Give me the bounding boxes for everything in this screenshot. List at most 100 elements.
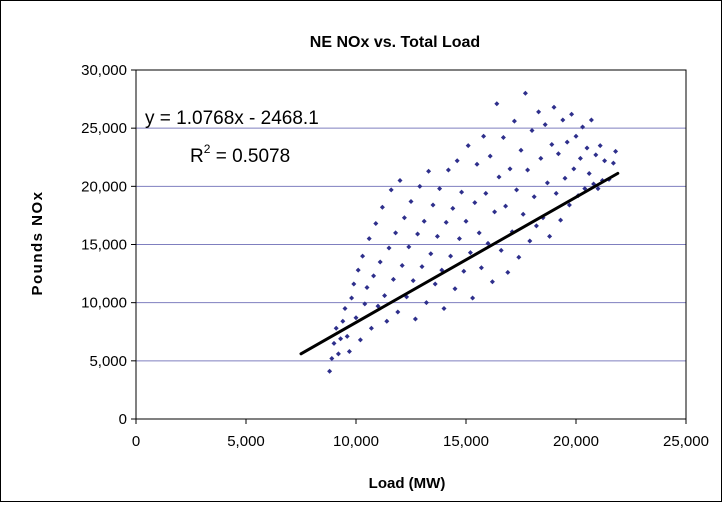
data-point — [481, 133, 487, 139]
data-point — [489, 279, 495, 285]
y-axis-ticks: 0 5,000 10,000 15,000 20,000 25,000 30,000 — [81, 62, 136, 428]
data-point — [547, 233, 553, 239]
data-point — [562, 175, 568, 181]
data-point — [395, 309, 401, 315]
data-point — [586, 171, 592, 177]
data-point — [577, 155, 583, 161]
data-point — [456, 236, 462, 242]
chart-title: NE NOx vs. Total Load — [310, 34, 480, 51]
data-point — [443, 219, 449, 225]
data-point — [382, 293, 388, 299]
gridlines — [136, 127, 686, 362]
x-tick-label: 5,000 — [227, 433, 265, 450]
data-point — [397, 178, 403, 184]
data-point — [500, 134, 506, 140]
data-point — [362, 301, 368, 307]
data-point — [588, 117, 594, 123]
data-point — [408, 198, 414, 204]
data-point — [329, 356, 335, 362]
data-point — [344, 333, 350, 339]
data-point — [371, 273, 377, 279]
data-point — [401, 215, 407, 221]
data-point — [518, 147, 524, 153]
data-point — [472, 200, 478, 206]
data-point — [536, 109, 542, 115]
data-point — [373, 221, 379, 227]
data-point — [461, 268, 467, 274]
y-tick-label: 10,000 — [81, 295, 127, 312]
data-point — [342, 305, 348, 311]
data-point — [483, 190, 489, 196]
data-point — [507, 166, 513, 172]
x-tick-label: 20,000 — [553, 433, 599, 450]
data-point — [467, 250, 473, 256]
data-point — [437, 186, 443, 192]
regression-equation: y = 1.0768x - 2468.1 — [145, 108, 319, 129]
data-point — [522, 90, 528, 96]
y-tick-label: 0 — [119, 411, 127, 428]
y-tick-label: 20,000 — [81, 178, 127, 195]
data-point — [573, 133, 579, 139]
data-point — [399, 262, 405, 268]
x-axis-title: Load (MW) — [369, 475, 446, 492]
data-point — [375, 303, 381, 309]
data-point — [474, 161, 480, 167]
data-point — [448, 253, 454, 259]
data-point — [516, 254, 522, 260]
data-points — [327, 90, 619, 374]
data-point — [566, 202, 572, 208]
data-point — [377, 259, 383, 265]
data-point — [553, 190, 559, 196]
data-point — [496, 174, 502, 180]
data-point — [421, 218, 427, 224]
data-point — [555, 151, 561, 157]
data-point — [593, 152, 599, 158]
data-point — [542, 122, 548, 128]
data-point — [355, 267, 361, 273]
data-point — [432, 281, 438, 287]
data-point — [410, 278, 416, 284]
data-point — [459, 189, 465, 195]
data-point — [580, 124, 586, 130]
data-point — [388, 187, 394, 193]
data-point — [520, 211, 526, 217]
data-point — [597, 143, 603, 149]
data-point — [428, 251, 434, 257]
data-point — [434, 233, 440, 239]
data-point — [452, 286, 458, 292]
data-point — [487, 153, 493, 159]
data-point — [454, 158, 460, 164]
data-point — [368, 325, 374, 331]
data-point — [564, 139, 570, 145]
data-point — [476, 230, 482, 236]
r-squared-value: = 0.5078 — [210, 146, 290, 167]
data-point — [331, 340, 337, 346]
data-point — [406, 244, 412, 250]
y-tick-label: 5,000 — [89, 353, 127, 370]
data-point — [379, 204, 385, 210]
data-point — [531, 194, 537, 200]
data-point — [430, 202, 436, 208]
data-point — [529, 127, 535, 133]
x-axis-ticks: 0 5,000 10,000 15,000 20,000 25,000 — [132, 419, 709, 450]
data-point — [478, 265, 484, 271]
data-point — [470, 295, 476, 301]
x-tick-label: 15,000 — [443, 433, 489, 450]
y-tick-label: 15,000 — [81, 237, 127, 254]
r-squared-label: R2 = 0.5078 — [190, 142, 290, 167]
data-point — [551, 104, 557, 110]
data-point — [485, 240, 491, 246]
data-point — [595, 186, 601, 192]
data-point — [569, 111, 575, 117]
x-tick-label: 0 — [132, 433, 140, 450]
x-tick-label: 25,000 — [663, 433, 709, 450]
data-point — [511, 118, 517, 124]
data-point — [498, 247, 504, 253]
data-point — [450, 205, 456, 211]
data-point — [346, 349, 352, 355]
data-point — [335, 351, 341, 357]
data-point — [610, 160, 616, 166]
data-point — [584, 145, 590, 151]
